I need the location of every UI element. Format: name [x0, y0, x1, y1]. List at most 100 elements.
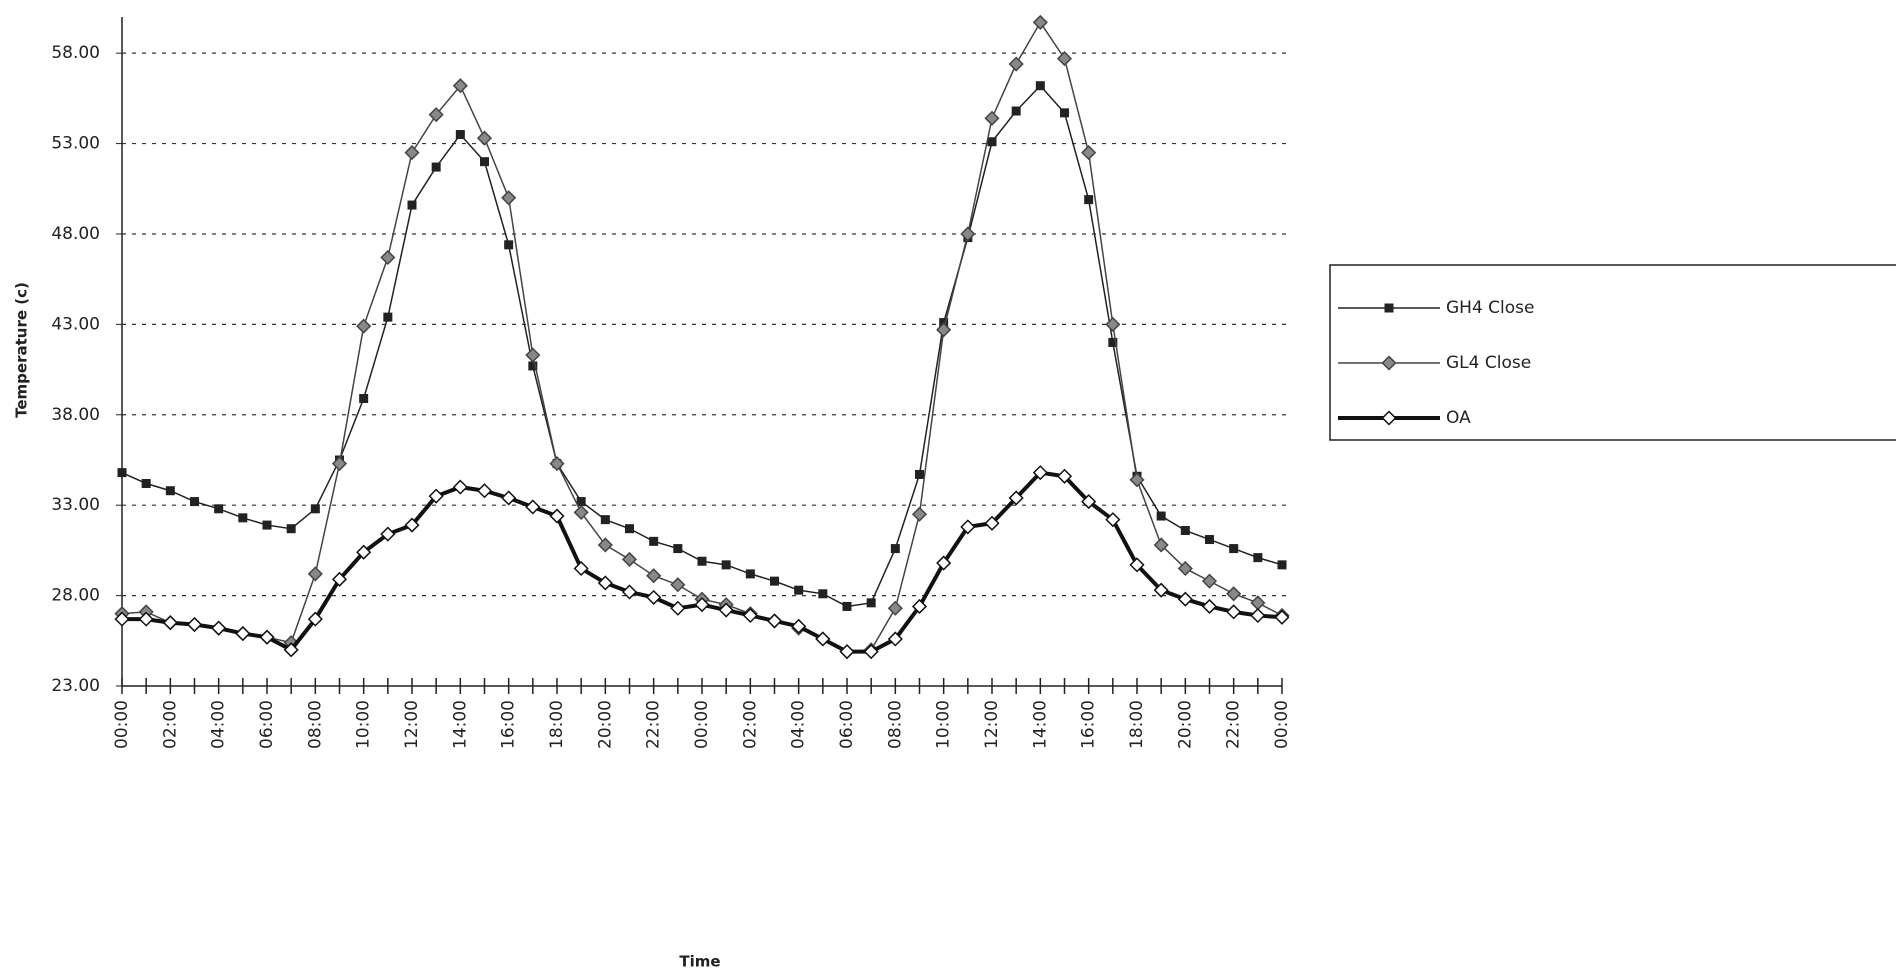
legend-marker	[1385, 304, 1394, 313]
data-point	[480, 157, 489, 166]
legend-box	[1330, 265, 1896, 440]
data-point	[359, 394, 368, 403]
data-point	[1058, 52, 1071, 65]
data-point	[357, 320, 370, 333]
data-point	[1203, 575, 1216, 588]
chart: Time Temperature (c) 23.00 28.00 33.00 38.0…	[0, 0, 1896, 974]
data-point	[238, 513, 247, 522]
x-tick-label: 00:00	[692, 700, 712, 749]
data-point	[623, 585, 636, 598]
data-point	[601, 515, 610, 524]
data-point	[1034, 16, 1047, 29]
data-point	[913, 508, 926, 521]
data-point	[432, 163, 441, 172]
data-point	[478, 132, 491, 145]
data-point	[214, 504, 223, 513]
data-point	[502, 491, 515, 504]
data-point	[478, 484, 491, 497]
data-point	[768, 614, 781, 627]
legend-label: OA	[1446, 408, 1471, 428]
y-tick-label: 33.00	[51, 495, 100, 515]
data-point	[915, 470, 924, 479]
data-point	[236, 627, 249, 640]
data-point	[188, 618, 201, 631]
data-point	[647, 591, 660, 604]
data-point	[190, 497, 199, 506]
data-point	[309, 567, 322, 580]
x-tick-label: 14:00	[450, 700, 470, 749]
x-tick-label: 20:00	[1175, 700, 1195, 749]
y-tick-label: 58.00	[51, 43, 100, 63]
y-tick-label: 53.00	[51, 134, 100, 154]
x-tick-label: 10:00	[354, 700, 374, 749]
data-point	[1227, 587, 1240, 600]
data-point	[1251, 609, 1264, 622]
data-point	[1084, 195, 1093, 204]
data-point	[1010, 58, 1023, 71]
data-point	[599, 538, 612, 551]
x-tick-label: 02:00	[740, 700, 760, 749]
data-point	[1157, 512, 1166, 521]
x-tick-label: 10:00	[934, 700, 954, 749]
data-point	[1253, 553, 1262, 562]
data-point	[526, 500, 539, 513]
legend-label: GH4 Close	[1446, 298, 1535, 318]
y-tick-label: 23.00	[51, 676, 100, 696]
y-tick-label: 38.00	[51, 405, 100, 425]
x-tick-label: 08:00	[305, 700, 325, 749]
data-point	[212, 622, 225, 635]
data-point	[551, 510, 564, 523]
series-line	[122, 86, 1282, 607]
x-tick-label: 08:00	[885, 700, 905, 749]
x-tick-label: 00:00	[112, 700, 132, 749]
data-point	[551, 457, 564, 470]
data-point	[1036, 81, 1045, 90]
data-point	[1251, 596, 1264, 609]
y-tick-label: 28.00	[51, 586, 100, 606]
data-point	[454, 481, 467, 494]
data-point	[794, 586, 803, 595]
x-tick-label: 14:00	[1030, 700, 1050, 749]
data-point	[166, 486, 175, 495]
data-point	[456, 130, 465, 139]
data-point	[671, 578, 684, 591]
data-point	[502, 191, 515, 204]
data-point	[575, 506, 588, 519]
x-tick-label: 12:00	[982, 700, 1002, 749]
x-tick-label: 06:00	[837, 700, 857, 749]
data-point	[383, 313, 392, 322]
data-point	[287, 524, 296, 533]
x-tick-label: 04:00	[789, 700, 809, 749]
y-axis-title: Temperature (c)	[13, 282, 31, 418]
x-tick-label: 00:00	[1272, 700, 1292, 749]
data-point	[746, 569, 755, 578]
data-point	[142, 479, 151, 488]
data-point	[867, 598, 876, 607]
data-point	[986, 112, 999, 125]
x-tick-label: 18:00	[547, 700, 567, 749]
data-point	[1278, 560, 1287, 569]
data-point	[1060, 108, 1069, 117]
data-point	[408, 201, 417, 210]
data-point	[818, 589, 827, 598]
data-point	[164, 616, 177, 629]
data-point	[1012, 107, 1021, 116]
data-point	[671, 602, 684, 615]
data-point	[1082, 146, 1095, 159]
legend-label: GL4 Close	[1446, 353, 1531, 373]
data-point	[673, 544, 682, 553]
x-axis-title: Time	[679, 953, 720, 971]
x-tick-label: 02:00	[160, 700, 180, 749]
data-point	[623, 553, 636, 566]
data-point	[1179, 593, 1192, 606]
data-point	[526, 349, 539, 362]
y-tick-label: 48.00	[51, 224, 100, 244]
data-point	[406, 146, 419, 159]
data-point	[722, 560, 731, 569]
y-tick-label: 43.00	[51, 314, 100, 334]
x-tick-label: 20:00	[595, 700, 615, 749]
x-tick-label: 22:00	[644, 700, 664, 749]
data-point	[1181, 526, 1190, 535]
x-tick-label: 16:00	[499, 700, 519, 749]
x-tick-label: 22:00	[1224, 700, 1244, 749]
